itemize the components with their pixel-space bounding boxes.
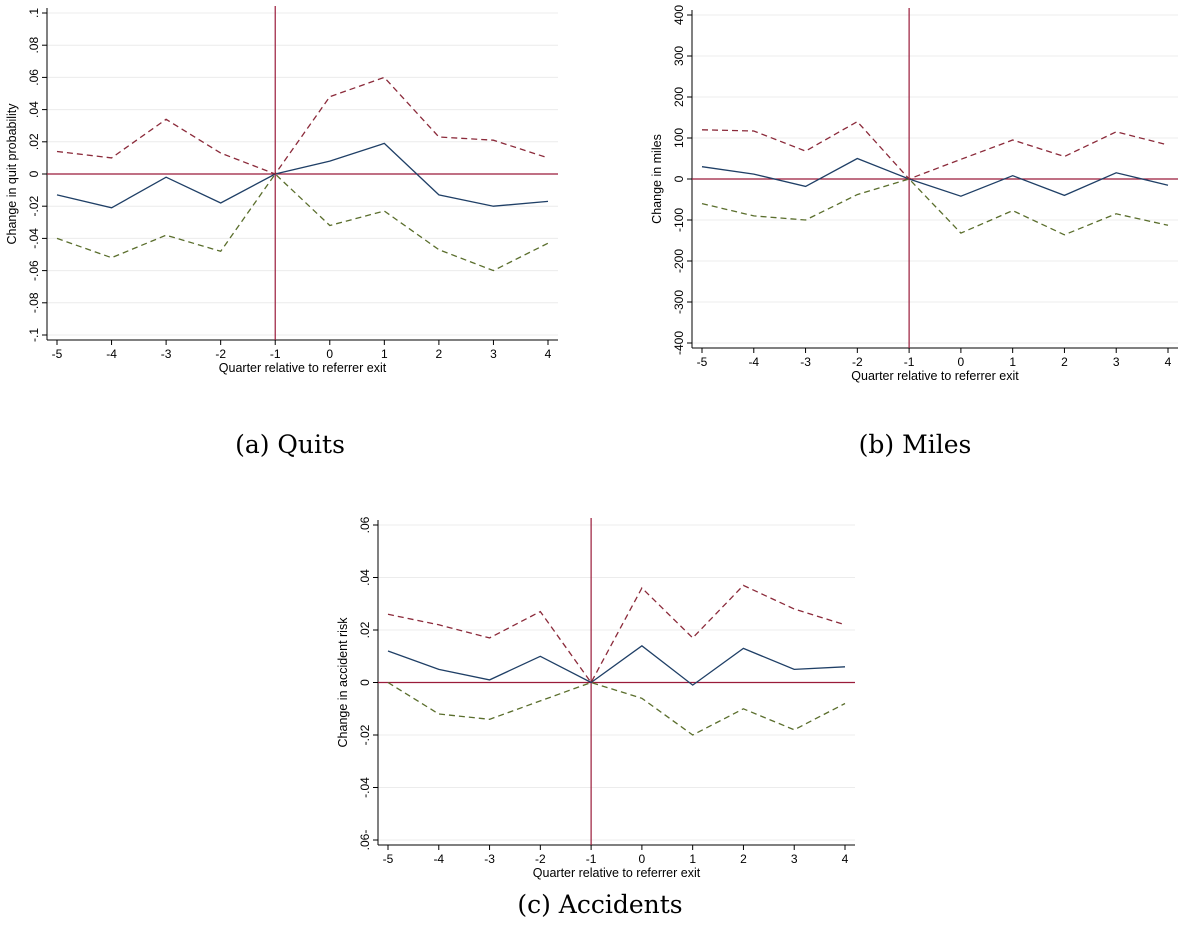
y-tick-label: 400: [672, 5, 686, 25]
upper-ci-line: [387, 584, 846, 684]
y-tick-label: 0: [27, 170, 41, 177]
quits-caption: (a) Quits: [235, 430, 345, 459]
point-estimate-line: [56, 142, 549, 209]
x-tick-label: 1: [381, 347, 388, 361]
x-tick-label: -2: [215, 347, 226, 361]
y-tick-label: .08: [27, 37, 41, 54]
y-tick-label: .02: [358, 621, 372, 638]
y-tick-label: .04: [27, 101, 41, 118]
y-tick-label: -.04: [27, 228, 41, 249]
x-tick-label: -1: [270, 347, 281, 361]
y-tick-label: -.04: [358, 777, 372, 798]
x-tick-label: 0: [639, 852, 646, 866]
point-estimate-line: [701, 157, 1169, 197]
miles-chart: -400 -300 -200 -100 0 100 200 300 400 -5 -4 -3 -2 -1 0…: [650, 5, 1178, 383]
x-tick-label: 0: [326, 347, 333, 361]
y-tick-label: -300: [672, 290, 686, 314]
x-tick-label: 2: [436, 347, 443, 361]
accidents-caption: (c) Accidents: [517, 890, 683, 919]
x-tick-label: 4: [842, 852, 849, 866]
quits-panel: -.1 -.08 -.06 -.04 -.02 0 .02 .04 .06 .08 .1 -5 -4 -3…: [0, 0, 580, 410]
x-tick-label: 3: [791, 852, 798, 866]
y-tick-label: 0: [672, 175, 686, 182]
x-tick-label: -5: [697, 355, 708, 369]
y-axis-title: Change in accident risk: [336, 617, 350, 748]
x-axis-title: Quarter relative to referrer exit: [851, 369, 1019, 383]
x-tick-label: -3: [800, 355, 811, 369]
upper-ci-line: [56, 76, 549, 175]
x-tick-label: -4: [106, 347, 117, 361]
y-tick-label: 200: [672, 87, 686, 107]
y-tick-label: -.08: [27, 292, 41, 313]
x-tick-label: -1: [904, 355, 915, 369]
y-tick-label: 300: [672, 46, 686, 66]
y-tick-label: -100: [672, 208, 686, 232]
x-tick-label: -5: [52, 347, 63, 361]
x-tick-label: 2: [1061, 355, 1068, 369]
accidents-chart: .06- -.04 -.02 0 .02 .04 .06 -5 -4 -3 -2 -1 0 1 2 3 4 Qua…: [336, 516, 855, 880]
lower-ci-line: [56, 173, 549, 272]
x-tick-label: 4: [545, 347, 552, 361]
x-tick-label: 0: [958, 355, 965, 369]
y-axis-title: Change in miles: [650, 134, 664, 224]
x-tick-label: -5: [383, 852, 394, 866]
x-tick-label: -2: [852, 355, 863, 369]
quits-chart: -.1 -.08 -.06 -.04 -.02 0 .02 .04 .06 .08 .1 -5 -4 -3…: [5, 6, 558, 375]
y-tick-label: .06: [358, 516, 372, 533]
lower-ci-line: [701, 178, 1169, 236]
y-tick-label: .06-: [358, 830, 372, 851]
x-tick-label: 4: [1165, 355, 1172, 369]
y-tick-label: -400: [672, 331, 686, 355]
miles-panel: -400 -300 -200 -100 0 100 200 300 400 -5 -4 -3 -2 -1 0…: [640, 0, 1188, 400]
x-tick-label: -3: [484, 852, 495, 866]
y-tick-label: .1: [27, 8, 41, 18]
y-axis-title: Change in quit probability: [5, 103, 19, 245]
point-estimate-line: [387, 644, 846, 686]
x-tick-label: -2: [535, 852, 546, 866]
x-tick-label: 2: [740, 852, 747, 866]
x-tick-label: 3: [1113, 355, 1120, 369]
x-tick-label: -4: [433, 852, 444, 866]
accidents-panel: .06- -.04 -.02 0 .02 .04 .06 -5 -4 -3 -2 -1 0 1 2 3 4 Qua…: [330, 510, 870, 885]
x-axis-title: Quarter relative to referrer exit: [533, 866, 701, 880]
lower-ci-line: [387, 681, 846, 736]
y-tick-label: .02: [27, 133, 41, 150]
y-tick-label: -.06: [27, 260, 41, 281]
x-axis-title: Quarter relative to referrer exit: [219, 361, 387, 375]
x-tick-label: 1: [1009, 355, 1016, 369]
x-tick-label: 1: [689, 852, 696, 866]
upper-ci-line: [701, 120, 1169, 180]
y-tick-label: -200: [672, 249, 686, 273]
y-tick-label: 100: [672, 128, 686, 148]
y-tick-label: .04: [358, 569, 372, 586]
x-tick-label: 3: [490, 347, 497, 361]
y-tick-label: 0: [358, 679, 372, 686]
y-tick-label: .06: [27, 69, 41, 86]
x-tick-label: -4: [748, 355, 759, 369]
x-tick-label: -1: [586, 852, 597, 866]
x-tick-label: -3: [161, 347, 172, 361]
miles-caption: (b) Miles: [858, 430, 972, 459]
y-tick-label: -.1: [27, 328, 41, 342]
y-tick-label: -.02: [27, 196, 41, 217]
y-tick-label: -.02: [358, 724, 372, 745]
